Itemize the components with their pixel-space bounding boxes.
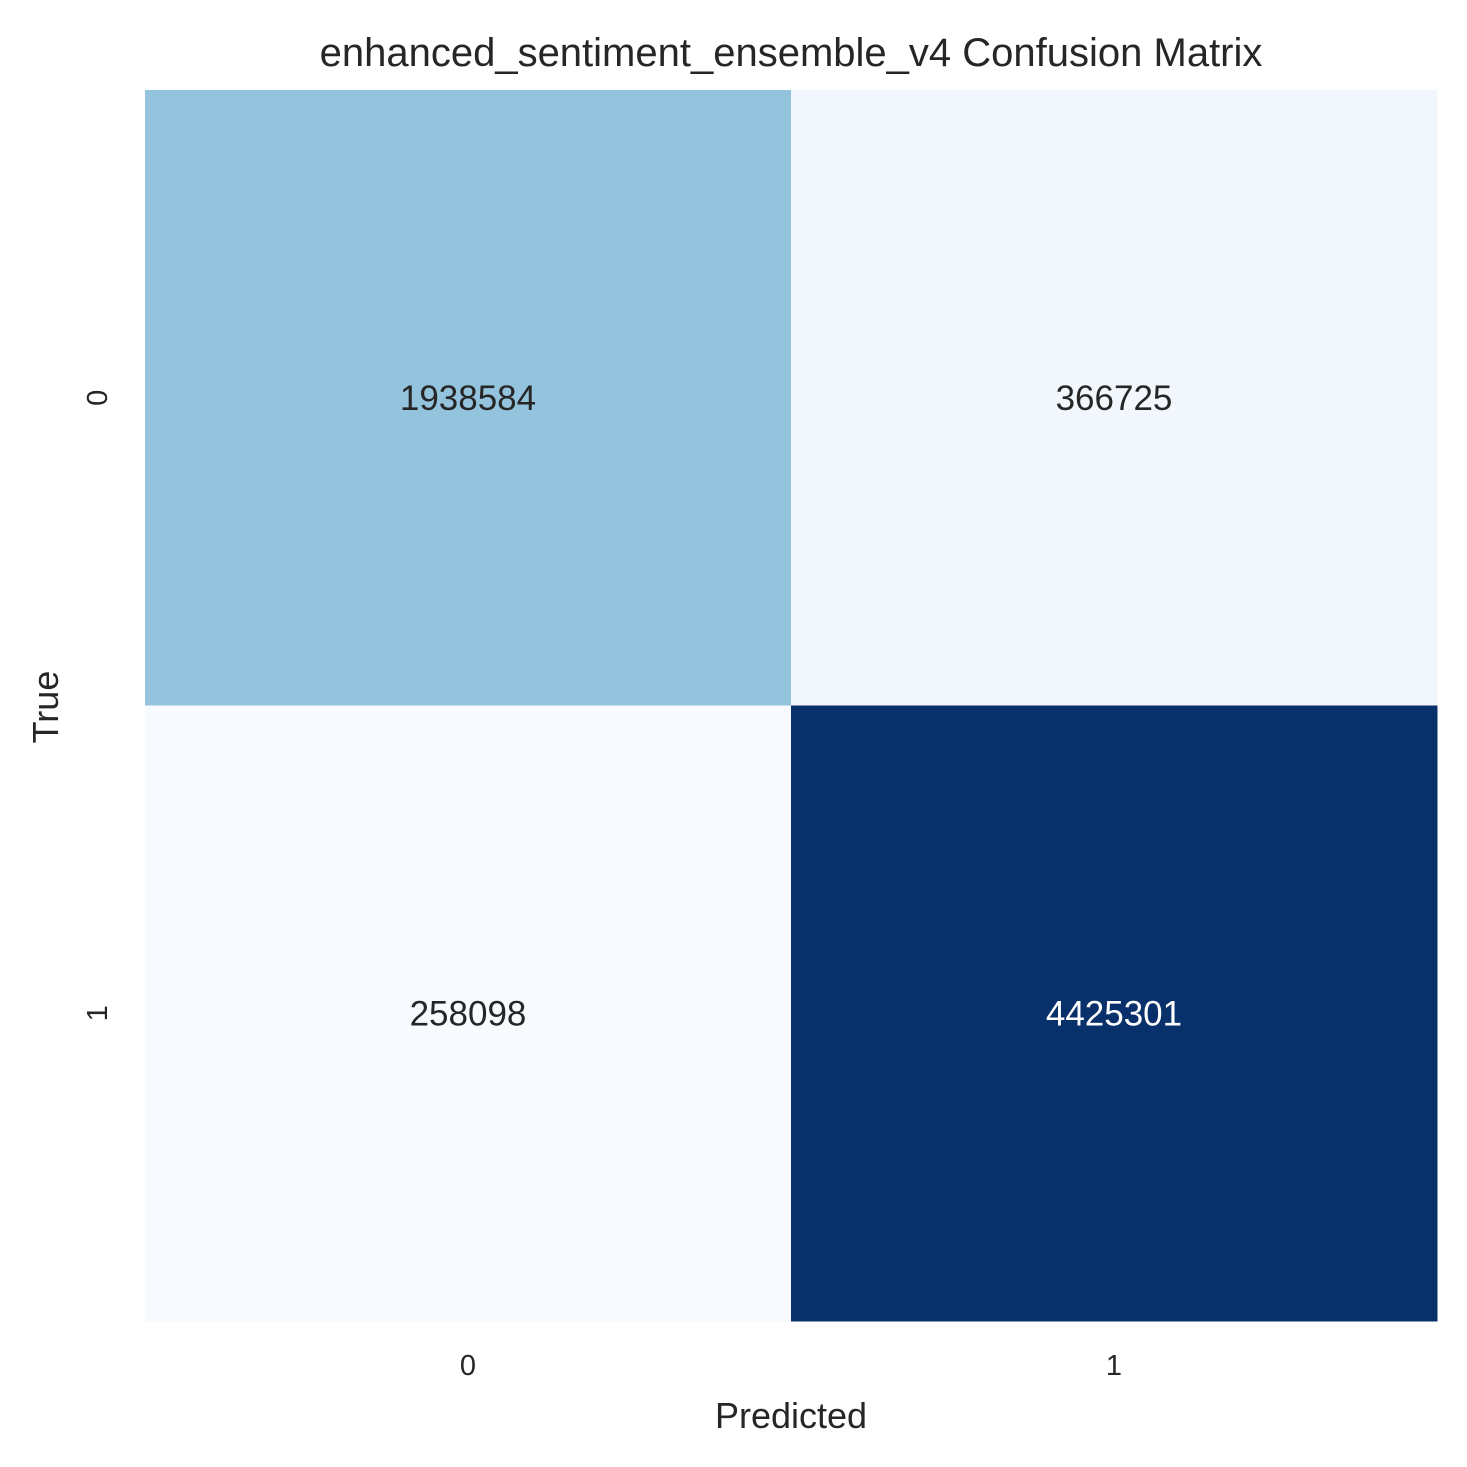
chart-title: enhanced_sentiment_ensemble_v4 Confusion… (320, 31, 1263, 75)
heatmap-cell-0-1 (791, 90, 1438, 706)
y-tick-label-0: 0 (82, 390, 114, 406)
x-tick-label-0: 0 (460, 1350, 476, 1382)
heatmap-cell-0-0 (145, 90, 792, 706)
heatmap-cell-1-1 (791, 705, 1438, 1322)
y-axis-ticks: 01 (82, 390, 114, 1022)
cell-value-label-1-0: 258098 (410, 994, 527, 1033)
heatmap-cells (145, 90, 1438, 1322)
heatmap-cell-labels: 1938584 366725 258098 4425301 (400, 379, 1182, 1034)
y-axis-label: True (25, 671, 66, 744)
heatmap-cell-1-0 (145, 705, 792, 1322)
cell-value-label-1-1: 4425301 (1046, 994, 1182, 1033)
cell-value-label-0-1: 366725 (1056, 379, 1173, 418)
x-axis-label: Predicted (715, 1395, 867, 1436)
y-tick-label-1: 1 (82, 1005, 114, 1021)
cell-value-label-0-0: 1938584 (400, 379, 536, 418)
x-tick-label-1: 1 (1106, 1350, 1122, 1382)
